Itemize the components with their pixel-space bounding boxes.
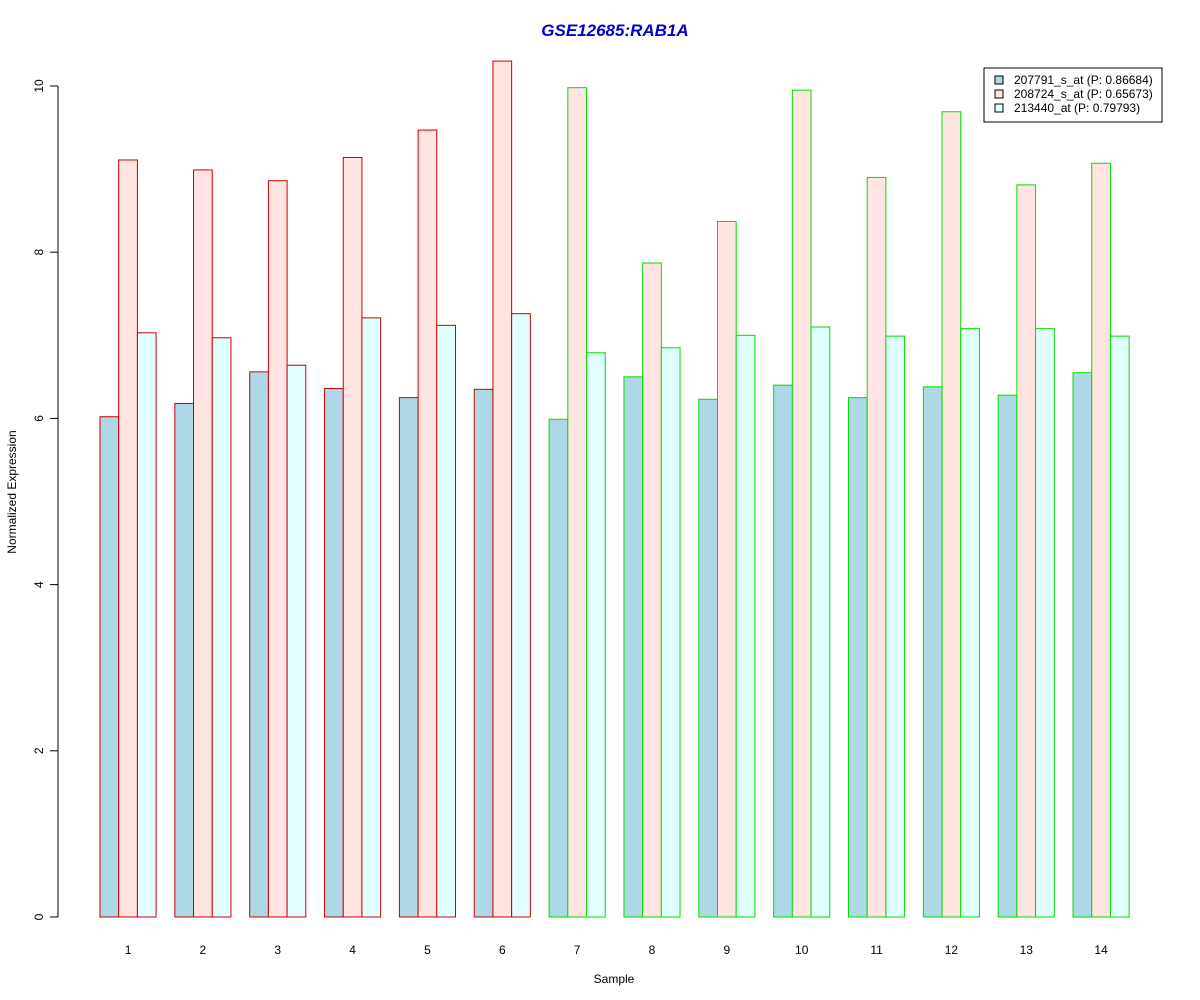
bar-sample-13-series-3 (1035, 328, 1055, 918)
bar-sample-3-series-3 (286, 364, 307, 918)
bar-sample-11-series-3 (885, 335, 906, 918)
bar-sample-10-series-2 (791, 89, 812, 918)
bar-sample-5-series-3 (436, 324, 456, 918)
bar-sample-4-series-1 (324, 387, 344, 918)
bar-sample-5-series-2 (417, 129, 438, 918)
legend-swatch (994, 103, 1004, 113)
bar-sample-4-series-2 (342, 156, 363, 918)
bar-sample-12-series-3 (960, 328, 980, 918)
chart-title: GSE12685:RAB1A (541, 21, 688, 40)
x-tick-label: 13 (1020, 943, 1034, 957)
y-axis: 0 2 4 6 8 10 (32, 79, 59, 920)
bar-sample-3-series-1 (249, 371, 269, 918)
y-axis-label: Normalized Expression (5, 430, 19, 553)
x-tick-label: 5 (424, 943, 431, 957)
x-tick-label: 6 (499, 943, 506, 957)
legend-entry: 213440_at (P: 0.79793) (1014, 101, 1140, 115)
bar-sample-7-series-2 (567, 87, 587, 918)
x-tick-label: 8 (649, 943, 656, 957)
y-tick-label: 4 (32, 581, 46, 588)
bar-sample-8-series-2 (642, 262, 662, 918)
x-tick-label: 3 (274, 943, 281, 957)
bar-sample-6-series-1 (473, 388, 494, 918)
bar-sample-5-series-1 (398, 397, 419, 918)
bar-sample-2-series-1 (174, 402, 195, 918)
bar-sample-1-series-2 (118, 159, 138, 918)
y-tick-label: 10 (32, 79, 46, 93)
bar-sample-6-series-2 (492, 60, 513, 918)
x-tick-label: 7 (574, 943, 581, 957)
bar-sample-13-series-2 (1016, 184, 1037, 918)
x-tick-label: 10 (795, 943, 809, 957)
bar-sample-8-series-3 (660, 347, 681, 918)
bar-sample-10-series-1 (773, 384, 793, 918)
bar-sample-9-series-1 (698, 398, 718, 918)
bar-sample-4-series-3 (361, 317, 382, 918)
x-tick-label: 1 (125, 943, 132, 957)
bar-sample-14-series-1 (1072, 372, 1093, 918)
bar-sample-14-series-3 (1109, 335, 1130, 918)
x-tick-label: 2 (200, 943, 207, 957)
bar-sample-2-series-3 (211, 337, 232, 918)
x-tick-label: 4 (349, 943, 356, 957)
bar-sample-9-series-3 (735, 334, 756, 918)
x-tick-label: 14 (1094, 943, 1108, 957)
legend-entry: 207791_s_at (P: 0.86684) (1014, 73, 1153, 87)
legend-entry: 208724_s_at (P: 0.65673) (1014, 87, 1153, 101)
x-tick-label: 11 (870, 943, 883, 957)
x-tick-labels: 1 2 3 4 5 6 7 8 9 10 11 12 13 14 (125, 943, 1108, 957)
y-tick-label: 8 (32, 249, 46, 256)
y-tick-label: 2 (32, 747, 46, 754)
bar-sample-9-series-2 (717, 220, 737, 918)
bar-sample-2-series-2 (193, 169, 213, 918)
bar-sample-6-series-3 (511, 313, 531, 918)
x-axis-label: Sample (594, 972, 635, 986)
bar-sample-10-series-3 (810, 326, 831, 918)
bar-sample-11-series-1 (848, 397, 868, 918)
bar-sample-13-series-1 (997, 394, 1018, 918)
bar-sample-7-series-3 (586, 352, 606, 918)
bar-sample-12-series-1 (922, 386, 943, 918)
y-tick-label: 6 (32, 415, 46, 422)
bar-sample-8-series-1 (623, 376, 644, 918)
x-tick-label: 12 (945, 943, 959, 957)
x-tick-label: 9 (724, 943, 731, 957)
y-tick-label: 0 (32, 913, 46, 920)
bar-sample-1-series-1 (99, 416, 120, 918)
legend-swatch (994, 75, 1004, 85)
legend-box (983, 67, 1163, 123)
bar-sample-1-series-3 (136, 332, 157, 918)
bars-group (99, 60, 1130, 918)
legend: 207791_s_at (P: 0.86684)208724_s_at (P: … (983, 67, 1163, 123)
bar-sample-7-series-1 (548, 418, 569, 918)
bar-sample-11-series-2 (866, 176, 887, 918)
bar-sample-12-series-2 (941, 111, 962, 918)
bar-sample-3-series-2 (267, 180, 288, 918)
legend-swatch (994, 89, 1004, 99)
bar-sample-14-series-2 (1091, 162, 1111, 918)
